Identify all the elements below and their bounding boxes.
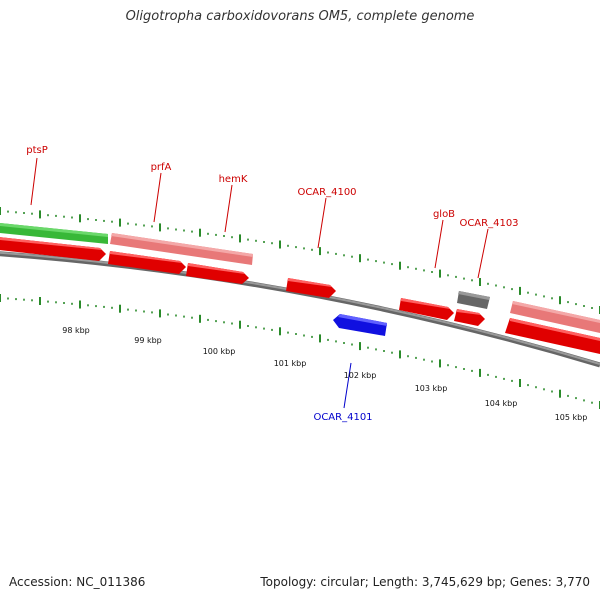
cds-forward-OCAR_4100[interactable] [286, 278, 336, 298]
cds-forward-gloB[interactable] [399, 298, 454, 320]
cds-reverse-OCAR_4101[interactable] [333, 314, 387, 336]
scale-label-104kbp: 104 kbp [485, 399, 518, 408]
accession-text: Accession: NC_011386 [9, 575, 146, 589]
pseudo-gene-right[interactable] [510, 301, 600, 333]
cds-forward-ptsP[interactable] [0, 236, 106, 261]
scale-label-103kbp: 103 kbp [415, 384, 448, 393]
gene-label-ptsP[interactable]: ptsP [26, 145, 48, 156]
gene-label-hemK[interactable]: hemK [219, 174, 248, 185]
outer-tick-ring [0, 207, 600, 314]
rna-gene-ptsP-region[interactable] [0, 222, 108, 244]
other-gene-OCAR_4103[interactable] [457, 291, 490, 309]
scale-label-98kbp: 98 kbp [62, 326, 90, 335]
pseudo-gene-prfA-region[interactable] [110, 233, 253, 265]
cds-forward-prfA[interactable] [108, 251, 186, 274]
scale-label-99kbp: 99 kbp [134, 336, 162, 345]
scale-label-100kbp: 100 kbp [203, 347, 236, 356]
cds-forward-4103-neighbor[interactable] [454, 309, 485, 326]
cds-forward-right[interactable] [505, 318, 600, 354]
genome-backbone [0, 251, 600, 368]
cds-forward-hemK[interactable] [186, 263, 249, 284]
scale-label-101kbp: 101 kbp [274, 359, 307, 368]
gene-label-gloB[interactable]: gloB [433, 209, 455, 220]
map-title: Oligotropha carboxidovorans OM5, complet… [125, 9, 475, 24]
scale-label-102kbp: 102 kbp [344, 371, 377, 380]
inner-tick-ring [0, 294, 600, 409]
gene-label-OCAR_4101[interactable]: OCAR_4101 [313, 412, 372, 423]
gene-label-OCAR_4100[interactable]: OCAR_4100 [297, 187, 356, 198]
scale-label-105kbp: 105 kbp [555, 413, 588, 422]
gene-label-prfA[interactable]: prfA [151, 162, 172, 173]
label-leaders [30, 157, 489, 409]
genome-summary-text: Topology: circular; Length: 3,745,629 bp… [260, 575, 590, 589]
gene-label-OCAR_4103[interactable]: OCAR_4103 [459, 218, 518, 229]
